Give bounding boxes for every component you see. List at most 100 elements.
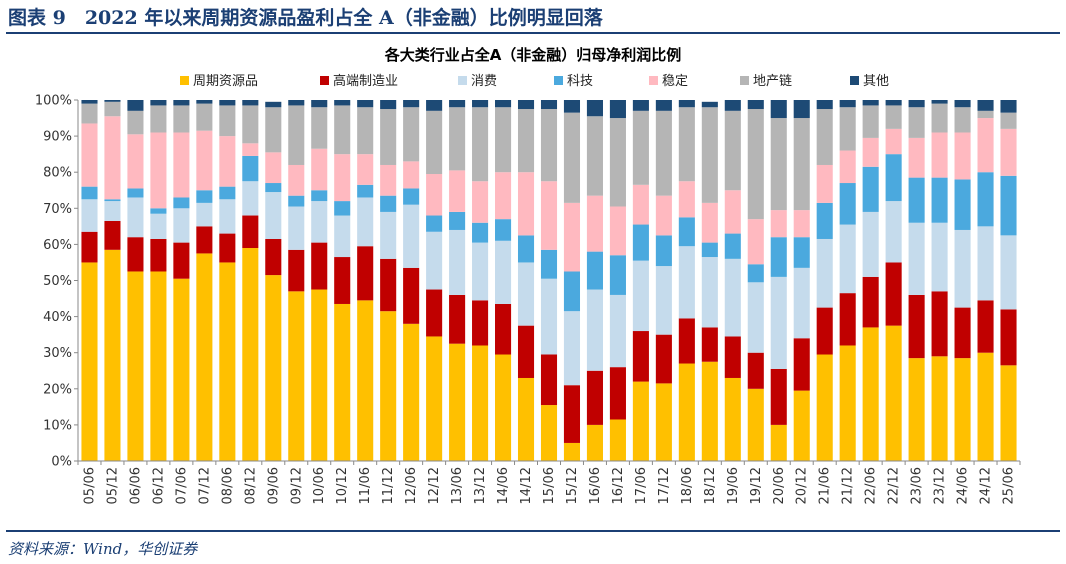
bar-segment bbox=[380, 258, 397, 312]
bar-segment bbox=[931, 103, 948, 133]
bar-segment bbox=[931, 222, 948, 292]
top-rule bbox=[6, 32, 1060, 34]
bar-segment bbox=[908, 294, 925, 359]
bar-segment bbox=[380, 311, 397, 461]
bar-segment bbox=[426, 215, 443, 232]
legend-swatch bbox=[554, 76, 563, 85]
y-tick-label: 20% bbox=[43, 382, 72, 397]
bar-segment bbox=[609, 118, 626, 207]
bar-segment bbox=[1000, 309, 1017, 366]
bar-segment bbox=[517, 235, 535, 263]
bar-segment bbox=[563, 112, 581, 203]
bar-segment bbox=[609, 255, 626, 295]
bar-segment bbox=[403, 107, 420, 162]
y-tick-label: 90% bbox=[43, 130, 72, 145]
bar-segment bbox=[540, 109, 558, 182]
bar-segment bbox=[747, 352, 764, 389]
bar-segment bbox=[563, 385, 581, 443]
bar-segment bbox=[655, 235, 672, 267]
bar-segment bbox=[495, 172, 512, 220]
x-tick-label: 10/06 bbox=[312, 467, 327, 504]
bar-segment bbox=[288, 195, 305, 207]
bar-segment bbox=[242, 181, 259, 216]
bar-segment bbox=[357, 246, 374, 301]
bar-segment bbox=[816, 164, 833, 203]
bar-segment bbox=[701, 242, 718, 258]
stacked-bar-chart: 各大类行业占全A（非金融）归母净利润比例 周期资源品 高端制造业 消费 科技 稳定 地产链… bbox=[35, 46, 1021, 504]
bar-segment bbox=[747, 100, 764, 110]
legend-swatch bbox=[649, 76, 658, 85]
bar-segment bbox=[931, 100, 948, 104]
legend-swatch bbox=[180, 76, 189, 85]
bar-segment bbox=[265, 275, 282, 461]
bar-segment bbox=[426, 100, 443, 111]
bar-segment bbox=[540, 278, 558, 355]
x-axis: 05/06 05/12 06/06 06/12 07/06 07/12 08/06 08/12… bbox=[77, 460, 1021, 504]
bar-segment bbox=[334, 257, 351, 304]
bar-segment bbox=[908, 358, 925, 461]
x-tick-label: 08/06 bbox=[220, 467, 235, 504]
bar-segment bbox=[862, 100, 879, 106]
bar-segment bbox=[862, 211, 879, 277]
bar-segment bbox=[678, 318, 695, 364]
bar-segment bbox=[173, 278, 190, 461]
bar-segment bbox=[586, 116, 603, 196]
bar-segment bbox=[242, 215, 259, 249]
bar-segment bbox=[747, 219, 764, 265]
x-tick-label: 20/12 bbox=[795, 467, 810, 504]
bar-segment bbox=[839, 100, 856, 108]
y-tick-label: 100% bbox=[35, 94, 72, 109]
bar-segment bbox=[173, 242, 190, 279]
bar-segment bbox=[540, 181, 558, 250]
x-tick-label: 22/06 bbox=[864, 467, 879, 504]
bar-segment bbox=[219, 233, 236, 263]
x-tick-label: 16/12 bbox=[611, 467, 626, 504]
bar-segment bbox=[449, 100, 466, 108]
bar-segment bbox=[793, 390, 810, 461]
bar-segment bbox=[701, 101, 718, 108]
bar-segment bbox=[609, 100, 626, 119]
legend-label: 地产链 bbox=[753, 74, 792, 89]
x-tick-label: 06/12 bbox=[151, 467, 166, 504]
bar-segment bbox=[403, 161, 420, 189]
bar-segment bbox=[724, 336, 741, 378]
bar-segment bbox=[678, 100, 695, 108]
chart-title: 各大类行业占全A（非金融）归母净利润比例 bbox=[384, 46, 682, 64]
x-tick-label: 12/12 bbox=[427, 467, 442, 504]
bar-segment bbox=[104, 220, 121, 250]
bar-segment bbox=[288, 249, 305, 292]
bar-segment bbox=[104, 100, 121, 102]
bar-segment bbox=[977, 110, 994, 119]
bar-segment bbox=[793, 338, 810, 391]
bar-segment bbox=[724, 100, 741, 111]
bar-segment bbox=[655, 110, 672, 196]
bar-segment bbox=[242, 105, 259, 144]
bar-segment bbox=[1000, 235, 1017, 310]
y-tick-label: 40% bbox=[43, 310, 72, 325]
bar-segment bbox=[954, 307, 971, 359]
bars bbox=[81, 100, 1017, 462]
y-tick-label: 30% bbox=[43, 346, 72, 361]
bar-segment bbox=[242, 248, 259, 461]
x-tick-label: 09/06 bbox=[266, 467, 281, 504]
bar-segment bbox=[196, 100, 213, 104]
x-tick-label: 11/06 bbox=[358, 467, 373, 504]
bar-segment bbox=[196, 226, 213, 254]
bar-segment bbox=[1000, 365, 1017, 461]
bar-segment bbox=[632, 260, 649, 332]
bar-segment bbox=[977, 100, 994, 111]
bar-segment bbox=[426, 231, 443, 290]
bar-segment bbox=[1000, 100, 1017, 113]
bar-segment bbox=[517, 325, 535, 378]
bar-segment bbox=[678, 217, 695, 247]
bar-segment bbox=[563, 202, 581, 272]
bar-segment bbox=[242, 100, 259, 106]
y-tick-label: 0% bbox=[51, 455, 72, 470]
bar-segment bbox=[586, 251, 603, 290]
x-tick-label: 05/06 bbox=[83, 467, 98, 504]
bar-segment bbox=[793, 210, 810, 238]
bar-segment bbox=[816, 109, 833, 165]
bar-segment bbox=[862, 105, 879, 138]
x-tick-label: 22/12 bbox=[887, 467, 902, 504]
legend-label: 其他 bbox=[863, 74, 889, 89]
